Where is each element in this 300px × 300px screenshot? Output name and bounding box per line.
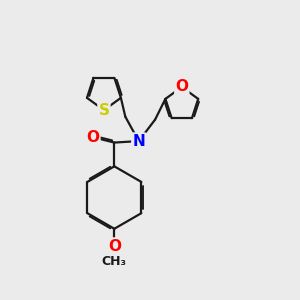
Text: O: O (108, 238, 121, 253)
Text: CH₃: CH₃ (102, 255, 127, 268)
Text: N: N (132, 134, 145, 148)
Text: O: O (86, 130, 99, 145)
Text: S: S (98, 103, 110, 118)
Text: O: O (175, 80, 188, 94)
